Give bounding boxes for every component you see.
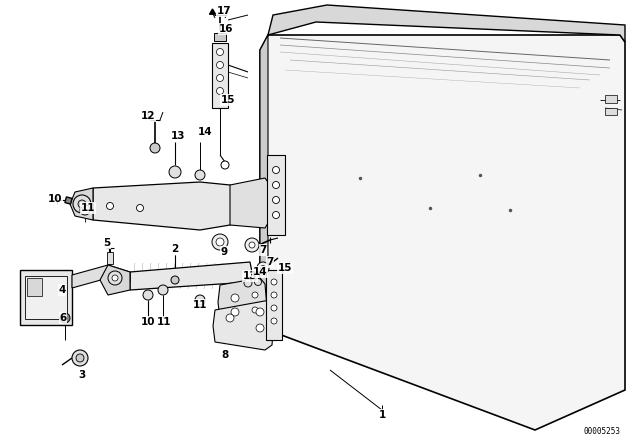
Text: 12: 12 bbox=[141, 111, 156, 121]
Text: 15: 15 bbox=[221, 95, 236, 105]
Circle shape bbox=[212, 234, 228, 250]
Circle shape bbox=[136, 204, 143, 211]
Circle shape bbox=[273, 211, 280, 219]
Bar bbox=[605, 95, 617, 103]
Bar bbox=[214, 33, 226, 41]
Text: 14: 14 bbox=[198, 127, 212, 137]
Polygon shape bbox=[72, 265, 130, 288]
Bar bbox=[212, 43, 228, 108]
Polygon shape bbox=[130, 262, 252, 290]
Text: 4: 4 bbox=[58, 285, 66, 295]
Polygon shape bbox=[218, 278, 268, 328]
Polygon shape bbox=[93, 182, 245, 230]
Circle shape bbox=[226, 314, 234, 322]
Circle shape bbox=[257, 262, 269, 274]
Circle shape bbox=[273, 181, 280, 189]
Text: 8: 8 bbox=[221, 350, 228, 360]
Circle shape bbox=[231, 294, 239, 302]
Circle shape bbox=[271, 292, 277, 298]
Circle shape bbox=[273, 167, 280, 173]
Circle shape bbox=[216, 48, 223, 56]
Text: 5: 5 bbox=[104, 238, 111, 248]
Circle shape bbox=[273, 197, 280, 203]
Polygon shape bbox=[100, 265, 130, 295]
Circle shape bbox=[252, 292, 258, 298]
Circle shape bbox=[80, 205, 90, 215]
Circle shape bbox=[271, 279, 277, 285]
Polygon shape bbox=[230, 178, 270, 228]
Text: 7: 7 bbox=[266, 257, 274, 267]
Text: 3: 3 bbox=[78, 370, 86, 380]
Bar bbox=[27, 278, 42, 296]
Circle shape bbox=[106, 202, 113, 210]
Polygon shape bbox=[260, 35, 268, 330]
Circle shape bbox=[221, 161, 229, 169]
Circle shape bbox=[158, 285, 168, 295]
Text: 7: 7 bbox=[259, 245, 267, 255]
Circle shape bbox=[169, 166, 181, 178]
Text: 00005253: 00005253 bbox=[583, 427, 620, 436]
Circle shape bbox=[271, 305, 277, 311]
Text: 17: 17 bbox=[217, 6, 231, 16]
Circle shape bbox=[195, 170, 205, 180]
Text: 11: 11 bbox=[193, 300, 207, 310]
Text: 9: 9 bbox=[220, 247, 228, 257]
Circle shape bbox=[245, 238, 259, 252]
Circle shape bbox=[112, 275, 118, 281]
Circle shape bbox=[76, 354, 84, 362]
Bar bbox=[20, 270, 72, 325]
Circle shape bbox=[150, 143, 160, 153]
Circle shape bbox=[244, 279, 252, 287]
Circle shape bbox=[256, 308, 264, 316]
Bar bbox=[266, 270, 282, 340]
Circle shape bbox=[252, 307, 258, 313]
Circle shape bbox=[255, 279, 262, 285]
Circle shape bbox=[271, 318, 277, 324]
Polygon shape bbox=[70, 188, 93, 220]
Circle shape bbox=[143, 290, 153, 300]
Text: 11: 11 bbox=[81, 203, 95, 213]
Text: 2: 2 bbox=[172, 244, 179, 254]
Polygon shape bbox=[213, 300, 275, 350]
Circle shape bbox=[216, 238, 224, 246]
Text: 11: 11 bbox=[157, 317, 172, 327]
Circle shape bbox=[195, 295, 205, 305]
Bar bbox=[605, 108, 617, 115]
Text: 6: 6 bbox=[60, 313, 67, 323]
Circle shape bbox=[78, 200, 86, 208]
Circle shape bbox=[256, 324, 264, 332]
Circle shape bbox=[72, 350, 88, 366]
Circle shape bbox=[216, 87, 223, 95]
Text: 10: 10 bbox=[48, 194, 62, 204]
Circle shape bbox=[249, 242, 255, 248]
Bar bbox=[25, 276, 67, 319]
Circle shape bbox=[231, 308, 239, 316]
Text: 15: 15 bbox=[278, 263, 292, 273]
Circle shape bbox=[260, 266, 266, 271]
Text: 1: 1 bbox=[378, 410, 386, 420]
Polygon shape bbox=[260, 35, 625, 430]
Circle shape bbox=[171, 276, 179, 284]
Bar bbox=[107, 252, 113, 264]
Circle shape bbox=[60, 313, 70, 323]
Bar bbox=[267, 155, 285, 235]
Text: 13: 13 bbox=[171, 131, 185, 141]
Text: 13: 13 bbox=[243, 271, 257, 281]
Text: 14: 14 bbox=[253, 267, 268, 277]
Circle shape bbox=[73, 195, 91, 213]
Circle shape bbox=[216, 61, 223, 69]
Text: 16: 16 bbox=[219, 24, 233, 34]
Circle shape bbox=[108, 271, 122, 285]
Polygon shape bbox=[268, 5, 625, 42]
Text: 10: 10 bbox=[141, 317, 156, 327]
Circle shape bbox=[216, 74, 223, 82]
